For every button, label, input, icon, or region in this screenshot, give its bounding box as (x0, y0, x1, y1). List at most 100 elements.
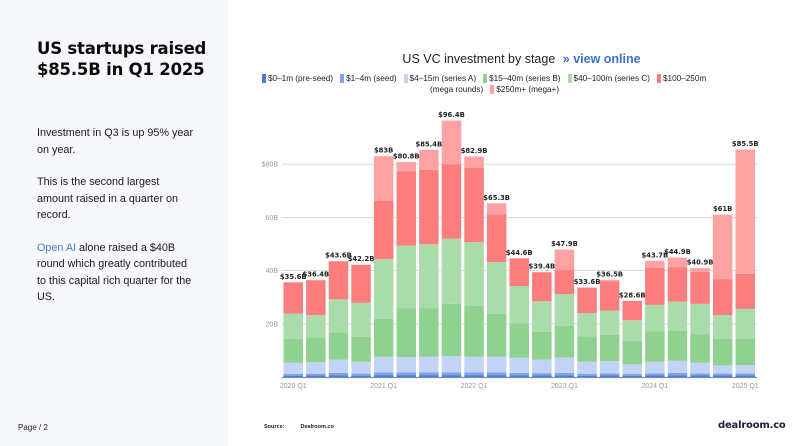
bar-segment-series-c-12 (554, 294, 575, 326)
legend-label-pre-seed: $0–1m (pre-seed) (268, 74, 334, 83)
bar-segment-series-b-8 (464, 305, 484, 357)
legend-item-series-b[interactable]: $15–40m (series B) (483, 73, 561, 84)
bar-segment-series-a-10 (509, 357, 529, 373)
bar-segment-series-b-17 (667, 330, 688, 361)
bar-segment-series-100-250-14 (599, 281, 620, 311)
summary-text: Investment in Q3 is up 95% year on year.… (37, 125, 197, 322)
bar-segment-seed-16 (645, 373, 665, 376)
dealroom-logo: dealroom.co (718, 420, 786, 431)
bar-segment-pre-seed-11 (532, 375, 552, 377)
bar-segment-series-b-12 (554, 325, 575, 358)
source-note: Source: Dealroom.co (264, 424, 334, 430)
chart-title-text: US VC investment by stage (402, 52, 556, 66)
bar-segment-series-c-5 (396, 245, 416, 309)
bar-segment-mega-4 (373, 156, 394, 201)
bar-segment-seed-7 (441, 372, 462, 376)
legend-label-seed: $1–4m (seed) (346, 74, 397, 83)
bar-segment-mega-6 (419, 149, 439, 170)
bar-total-label-2: $43.6B (325, 252, 352, 260)
legend-item-pre-seed[interactable]: $0–1m (pre-seed) (262, 73, 333, 84)
y-tick-label-80: $80B (262, 162, 279, 169)
bar-segment-series-b-6 (419, 308, 439, 357)
bar-segment-mega-18 (690, 268, 710, 272)
bar-segment-series-b-13 (577, 336, 597, 362)
summary-paragraph-growth: Investment in Q3 is up 95% year on year. (37, 127, 194, 156)
bar-segment-series-c-2 (328, 299, 349, 333)
bar-total-label-14: $36.5B (596, 270, 623, 278)
bar-segment-pre-seed-16 (645, 375, 665, 377)
bar-segment-series-a-17 (667, 360, 688, 374)
bar-segment-series-a-11 (532, 359, 552, 374)
x-tick-label-0: 2020 Q1 (280, 383, 307, 390)
bar-segment-mega-8 (464, 156, 484, 168)
legend-item-mega[interactable]: $250m+ (mega+) (490, 84, 559, 95)
legend-label-series-a: $4–15m (series A) (409, 74, 477, 83)
bar-segment-pre-seed-17 (667, 375, 688, 377)
bar-segment-mega-2 (328, 261, 349, 262)
bar-segment-series-100-250-4 (373, 200, 394, 260)
bar-segment-series-a-4 (373, 356, 394, 373)
bar-segment-series-100-250-20 (735, 273, 755, 309)
bar-segment-series-b-10 (509, 323, 529, 358)
legend-item-series-c[interactable]: $40–100m (series C) (567, 73, 650, 84)
legend-item-100-250m[interactable]: $100–250m (656, 73, 706, 84)
bar-segment-series-100-250-6 (419, 169, 439, 245)
bar-segment-series-a-8 (464, 356, 484, 373)
bar-segment-series-b-18 (690, 334, 710, 363)
bar-segment-pre-seed-20 (735, 375, 755, 377)
bar-segment-pre-seed-4 (373, 375, 394, 377)
bar-segment-pre-seed-5 (396, 375, 416, 377)
legend-swatch-mega (490, 85, 495, 94)
bar-segment-seed-19 (712, 373, 733, 376)
bar-segment-series-100-250-17 (667, 267, 688, 302)
bar-segment-series-a-6 (419, 356, 439, 373)
bar-segment-series-a-18 (690, 362, 710, 374)
bar-total-label-13: $33.6B (574, 278, 601, 286)
bar-segment-series-100-250-19 (712, 279, 733, 316)
view-online-link[interactable]: » view online (562, 52, 641, 66)
bar-segment-series-100-250-8 (464, 167, 484, 243)
bar-segment-mega-14 (599, 279, 620, 282)
bar-segment-series-a-1 (306, 362, 326, 374)
bar-segment-pre-seed-12 (554, 375, 575, 377)
bar-segment-series-100-250-16 (645, 267, 665, 305)
source-value: Dealroom.co (300, 424, 334, 430)
bar-segment-series-100-250-13 (577, 287, 597, 314)
bar-segment-pre-seed-8 (464, 375, 484, 377)
page-number: Page / 2 (18, 423, 48, 432)
bar-segment-seed-4 (373, 372, 394, 376)
bar-segment-series-c-11 (532, 301, 552, 332)
source-label: Source: (264, 424, 285, 430)
stacked-bar-chart: 20B 40B 60B $80B $35.6B$36.4B $43.6B$42.2B $83… (262, 111, 759, 390)
y-tick-label-40: 40B (266, 268, 279, 275)
bar-total-label-15: $28.6B (619, 291, 646, 299)
legend-item-series-a[interactable]: $4–15m (series A) (403, 73, 477, 84)
page-headline: US startups raised $85.5B in Q1 2025 (37, 39, 207, 79)
bar-segment-pre-seed-6 (419, 375, 439, 377)
bar-segment-series-b-3 (351, 336, 371, 362)
bar-segment-seed-6 (419, 372, 439, 376)
chart-title: US VC investment by stage » view online (250, 52, 793, 66)
bar-total-label-12: $47.9B (551, 240, 578, 248)
openai-link[interactable]: Open AI (37, 241, 77, 254)
bar-segment-seed-17 (667, 373, 688, 376)
bar-segment-seed-10 (509, 372, 529, 376)
bar-segment-pre-seed-2 (328, 375, 349, 377)
bar-segment-mega-16 (645, 260, 665, 268)
bar-segment-seed-11 (532, 373, 552, 376)
bar-segment-series-c-10 (509, 286, 529, 324)
bar-segment-seed-5 (396, 372, 416, 376)
bar-segment-series-b-1 (306, 337, 326, 363)
legend-row-2: (mega rounds) $250m+ (mega+) (262, 84, 782, 95)
bar-segment-series-c-9 (486, 262, 507, 314)
bar-segment-series-a-13 (577, 361, 597, 374)
legend-item-seed[interactable]: $1–4m (seed) (340, 73, 397, 84)
bar-segment-series-100-250-9 (486, 214, 507, 263)
bar-segment-series-100-250-15 (622, 300, 642, 321)
summary-paragraph-record: This is the second largest amount raised… (37, 176, 179, 221)
bar-segment-series-a-20 (735, 365, 755, 374)
bar-segment-mega-19 (712, 214, 733, 280)
bar-total-label-6: $85.4B (416, 140, 443, 148)
bar-segment-series-c-7 (441, 238, 462, 304)
bar-segment-pre-seed-10 (509, 375, 529, 377)
